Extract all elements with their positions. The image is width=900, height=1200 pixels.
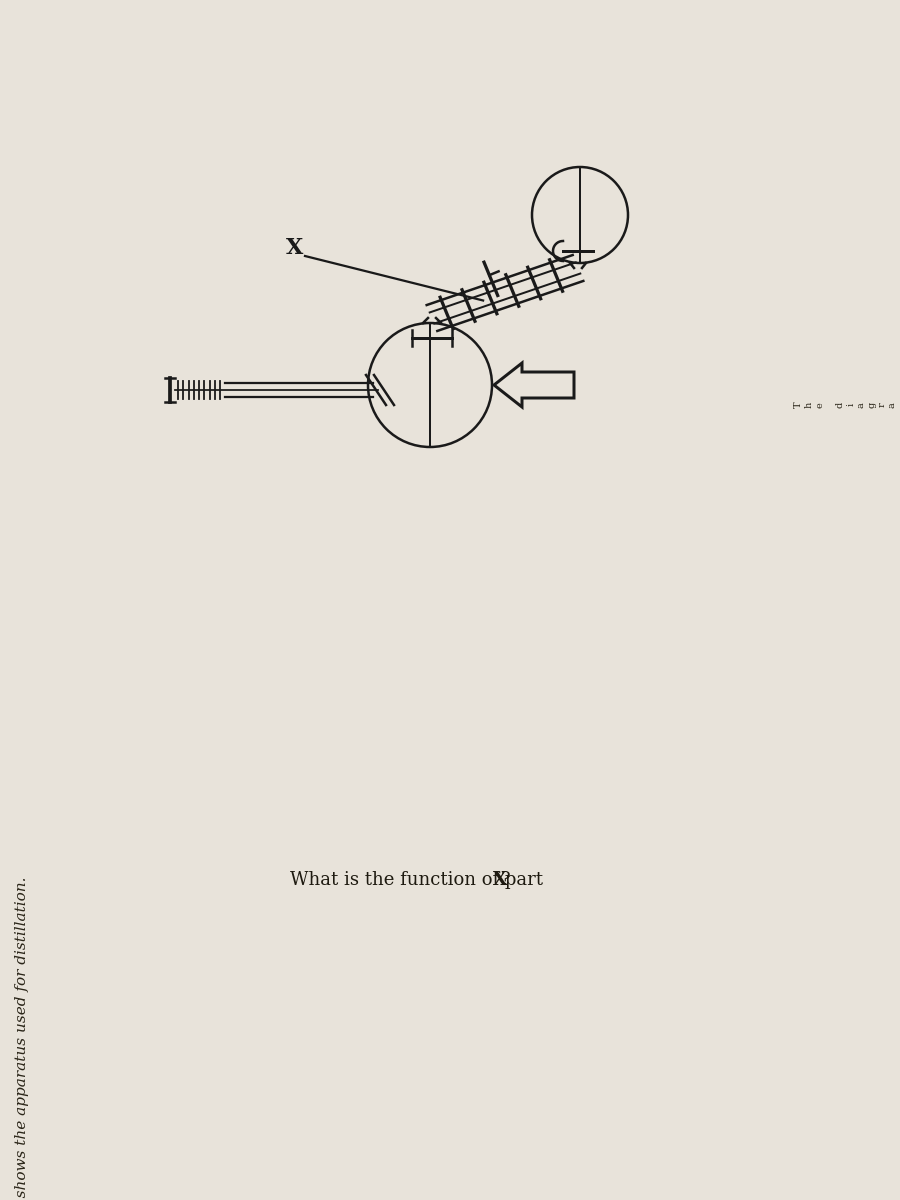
- Text: What is the function of part: What is the function of part: [290, 871, 549, 889]
- Text: X: X: [493, 871, 507, 889]
- Text: X: X: [286, 236, 303, 259]
- Text: T
h
e
 
d
i
a
g
r
a
m
 
s
h
o
w
s: T h e d i a g r a m s h o w s: [795, 400, 900, 409]
- Text: ?: ?: [500, 871, 510, 889]
- Text: e  This diagram shows the apparatus used for distillation.: e This diagram shows the apparatus used …: [15, 877, 29, 1200]
